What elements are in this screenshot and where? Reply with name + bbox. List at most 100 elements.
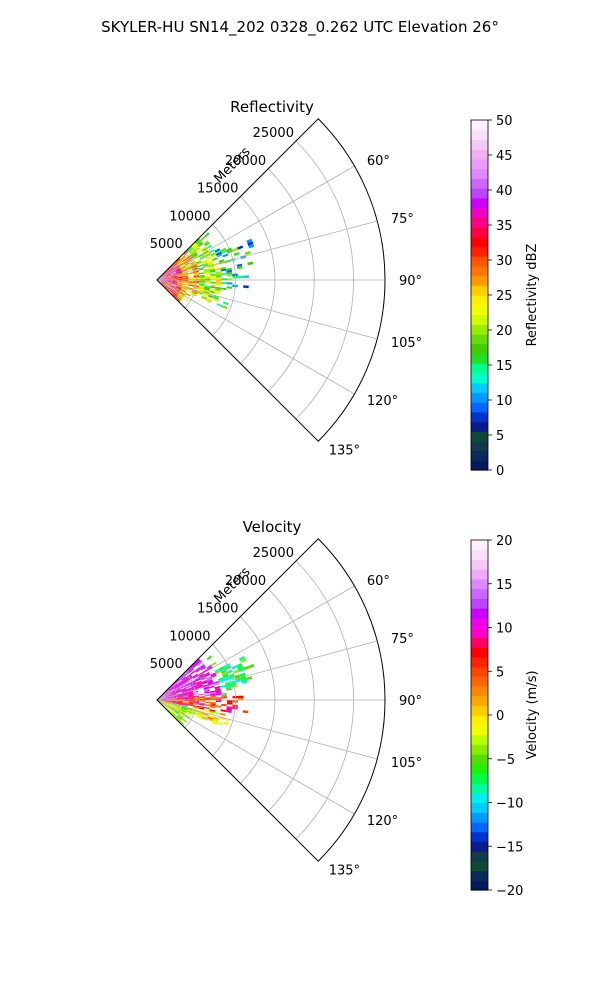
- refl-echo-cell: [174, 290, 180, 294]
- refl-echo-cell: [164, 285, 169, 290]
- refl-echo-cell: [171, 275, 178, 278]
- vel-echo-cell: [160, 696, 166, 699]
- refl-echo-cell: [171, 272, 177, 276]
- vel-echo-cell: [210, 692, 216, 695]
- vel-echo-cell: [171, 697, 178, 699]
- vel-echo-cell: [204, 701, 211, 704]
- vel-echo-cell: [204, 704, 211, 707]
- vel-range-tick-label: 25000: [253, 546, 294, 561]
- refl-colorbar-tick-label: 30: [496, 254, 513, 269]
- vel-echo-cell: [182, 702, 189, 704]
- refl-echo-cell: [178, 262, 184, 266]
- refl-echo-cell: [176, 259, 182, 264]
- vel-echo-cell: [174, 685, 180, 690]
- vel-echo-cell: [206, 676, 212, 680]
- vel-echo-cell: [211, 674, 217, 678]
- vel-echo-cell: [171, 701, 178, 703]
- refl-range-tick-label: 25000: [253, 126, 294, 141]
- refl-echo-cell: [166, 278, 172, 279]
- vel-echo-cell: [208, 712, 215, 715]
- vel-echo-cell: [171, 702, 178, 704]
- refl-echo-cell: [218, 259, 225, 263]
- vel-echo-cell: [215, 670, 222, 675]
- vel-echo-cell: [170, 690, 176, 694]
- vel-echo-cell: [200, 664, 206, 670]
- refl-echo-cell: [204, 232, 210, 238]
- refl-colorbar-tick-label: 45: [496, 149, 513, 164]
- refl-echo-cell: [166, 278, 172, 280]
- vel-azimuth-spoke: [156, 585, 355, 701]
- vel-echo-cell: [187, 693, 194, 695]
- refl-echo-cell: [199, 254, 205, 259]
- vel-echo-cell: [203, 688, 210, 691]
- vel-title: Velocity: [243, 518, 302, 536]
- refl-echo-cell: [199, 276, 205, 278]
- vel-echo-cell: [192, 663, 198, 669]
- vel-echo-cell: [170, 705, 176, 709]
- vel-colorbar-tick-label: 10: [496, 622, 513, 637]
- refl-echo-cell: [171, 282, 178, 284]
- vel-echo-cell: [237, 695, 244, 699]
- refl-echo-cell: [243, 275, 249, 278]
- vel-echo-cell: [178, 682, 184, 686]
- vel-echo-cell: [188, 700, 194, 702]
- vel-echo-cell: [201, 716, 208, 720]
- refl-echo-cell: [173, 292, 178, 297]
- vel-echo-cell: [246, 676, 253, 681]
- refl-colorbar-tick-label: 35: [496, 219, 513, 234]
- refl-echo-cell: [184, 262, 190, 266]
- vel-echo-cell: [188, 702, 194, 705]
- refl-echo-cell: [186, 267, 192, 270]
- vel-echo-cell: [188, 701, 194, 703]
- refl-echo-cell: [177, 260, 183, 265]
- figure-suptitle: SKYLER-HU SN14_202 0328_0.262 UTC Elevat…: [101, 18, 499, 37]
- vel-echo-cell: [204, 697, 211, 699]
- vel-echo-cell: [210, 704, 216, 707]
- vel-echo-cell: [178, 713, 184, 718]
- refl-echo-cell: [160, 282, 165, 286]
- vel-colorbar-label: Velocity (m/s): [525, 670, 540, 759]
- vel-echo-cell: [197, 685, 204, 689]
- refl-echo-cell: [164, 270, 169, 275]
- refl-echo-cell: [177, 283, 183, 286]
- refl-echo-cell: [216, 251, 222, 256]
- refl-echo-cell: [169, 268, 175, 273]
- vel-echo-cell: [164, 690, 169, 695]
- vel-echo-cell: [177, 695, 183, 698]
- vel-echo-cell: [209, 690, 216, 693]
- vel-echo-cell: [182, 705, 188, 708]
- vel-echo-cell: [177, 702, 183, 704]
- refl-echo-cell: [171, 273, 177, 276]
- refl-echo-cell: [175, 270, 182, 273]
- refl-echo-cell: [210, 277, 216, 279]
- vel-echo-cell: [160, 702, 165, 706]
- vel-echo-cell: [175, 687, 181, 691]
- vel-echo-cell: [182, 694, 189, 697]
- refl-colorbar-segment: [471, 450, 488, 461]
- vel-echo-cell: [197, 711, 203, 715]
- refl-echo-cell: [226, 286, 233, 289]
- vel-echo-cell: [168, 708, 174, 713]
- vel-echo-cell: [188, 694, 194, 696]
- refl-echo-cell: [170, 272, 177, 275]
- refl-echo-cell: [160, 279, 167, 280]
- refl-echo-cell: [187, 246, 193, 252]
- vel-echo-cell: [188, 667, 193, 672]
- vel-echo-cell: [206, 664, 212, 669]
- refl-echo-cell: [165, 274, 172, 277]
- refl-echo-cell: [165, 274, 171, 277]
- vel-echo-cell: [172, 713, 177, 718]
- vel-azimuth-spoke: [156, 640, 378, 701]
- vel-echo-cell: [199, 663, 205, 669]
- vel-echo-cell: [236, 663, 243, 668]
- refl-echo-cell: [232, 247, 238, 252]
- vel-echo-cell: [219, 684, 226, 688]
- refl-echo-cell: [172, 262, 177, 267]
- vel-echo-cell: [226, 706, 233, 709]
- refl-echo-cell: [197, 264, 203, 268]
- refl-echo-cell: [169, 267, 174, 272]
- refl-echo-cell: [170, 285, 177, 288]
- refl-colorbar-segment: [471, 120, 488, 131]
- vel-echo-cell: [177, 700, 183, 702]
- refl-echo-cell: [186, 289, 193, 293]
